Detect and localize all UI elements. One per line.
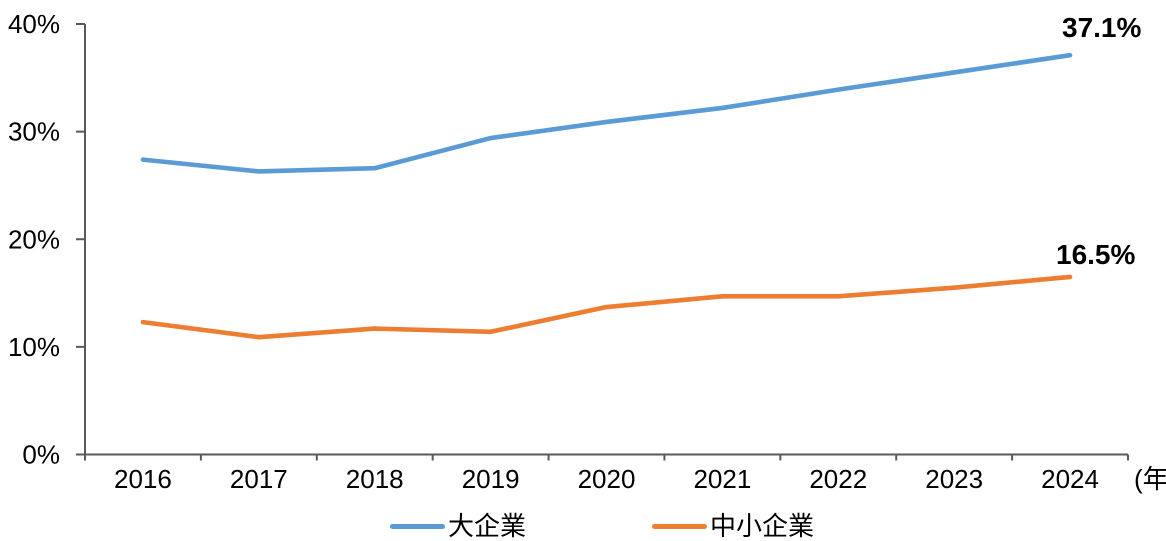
data-label-sme: 16.5% — [1056, 239, 1136, 270]
legend-label-large-company: 大企業 — [448, 511, 527, 541]
x-tick-label: 2018 — [346, 464, 404, 494]
x-tick-label: 2023 — [925, 464, 983, 494]
x-tick-label: 2021 — [693, 464, 751, 494]
legend-item-sme: 中小企業 — [652, 511, 814, 541]
y-tick-label: 30% — [8, 117, 60, 147]
legend-label-sme: 中小企業 — [710, 511, 815, 541]
data-label-large-company: 37.1% — [1062, 12, 1142, 43]
x-tick-label: 2024 — [1041, 464, 1099, 494]
x-tick-label: 2019 — [462, 464, 520, 494]
y-tick-label: 20% — [8, 224, 60, 254]
legend-line-swatch-icon — [390, 523, 445, 529]
y-tick-label: 0% — [22, 440, 60, 470]
series-line-1 — [140, 274, 1073, 340]
y-tick-label: 40% — [8, 9, 60, 39]
x-tick-label: 2020 — [578, 464, 636, 494]
x-tick-label: 2017 — [230, 464, 288, 494]
x-axis-unit-label: (年) — [1134, 464, 1166, 494]
legend-line-swatch-icon — [652, 523, 707, 529]
x-tick-label: 2016 — [114, 464, 172, 494]
x-tick-label: 2022 — [809, 464, 867, 494]
series-line-0 — [140, 52, 1073, 174]
legend-item-large-company: 大企業 — [390, 511, 526, 541]
y-tick-label: 10% — [8, 332, 60, 362]
